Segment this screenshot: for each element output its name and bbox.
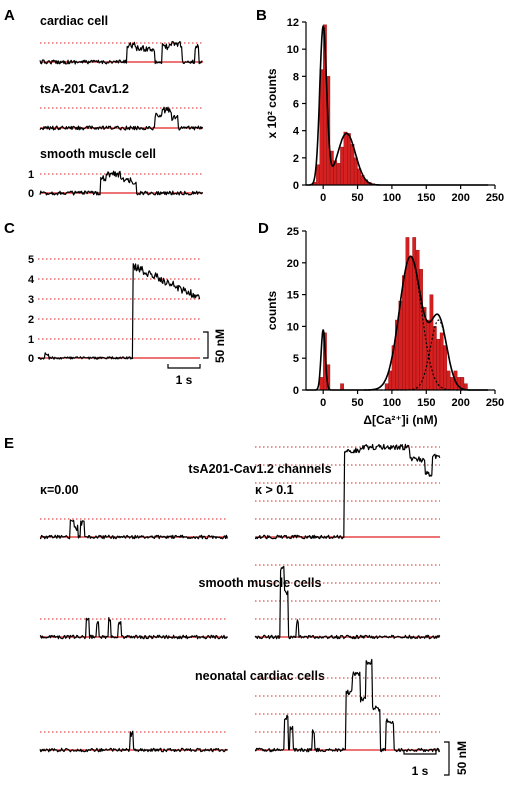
scalebar-x-label-e: 1 s — [412, 764, 429, 778]
trace-label-cardiac-cell: cardiac cell — [40, 14, 108, 28]
scalebar-y-label-e: 50 nM — [455, 741, 469, 775]
histogram-bar — [353, 157, 358, 186]
y-tick-label: 6 — [293, 99, 299, 111]
x-tick-label: 100 — [383, 192, 401, 204]
histogram-b: 0 50 100 150 200 250 0 2 4 6 8 10 12 x 10² counts — [265, 17, 504, 204]
panel-a-letter: A — [4, 7, 15, 24]
y-tick-label: 0 — [293, 180, 299, 192]
histogram-bar — [432, 326, 437, 391]
trace-kappa-low — [39, 730, 228, 753]
trace-kappa-high — [254, 566, 441, 640]
scalebar-y-e — [444, 741, 450, 776]
y-axis-label: x 10² counts — [265, 68, 279, 138]
histogram-bar — [439, 332, 444, 391]
histogram-bar — [408, 256, 413, 391]
group-label-tsa201: tsA201-Cav1.2 channels — [188, 462, 331, 476]
x-tick-label: 150 — [417, 397, 435, 409]
histogram-bar — [443, 345, 448, 391]
histogram-bar — [388, 370, 393, 391]
level-label-0: 0 — [28, 353, 34, 365]
level-label-1: 1 — [28, 169, 34, 181]
level-label-0: 0 — [28, 188, 34, 200]
trace-smooth-muscle-cell — [39, 170, 203, 196]
panel-a-traces — [39, 40, 203, 196]
histogram-bar — [350, 144, 355, 186]
scalebar-x-e — [403, 750, 437, 755]
scalebar-y — [203, 331, 209, 359]
trace-kappa-high — [254, 443, 441, 540]
panel-d-letter: D — [258, 220, 269, 237]
trace-tsa201-cav12 — [39, 106, 203, 131]
x-tick-label: 150 — [417, 192, 435, 204]
scalebar-x-label: 1 s — [176, 373, 193, 387]
level-label-2: 2 — [28, 314, 34, 326]
trace-kappa-high — [254, 658, 441, 753]
histogram-d: 0 50 100 150 200 250 0 5 10 15 20 25 counts Δ[Ca²⁺]i … — [265, 226, 504, 427]
trace-kappa-low — [39, 617, 228, 640]
y-tick-label: 5 — [293, 353, 299, 365]
x-tick-label: 100 — [383, 397, 401, 409]
level-label-4: 4 — [28, 274, 35, 286]
panel-e-letter: E — [4, 435, 14, 452]
x-tick-label: 50 — [351, 397, 363, 409]
panel-b-letter: B — [256, 7, 267, 24]
trace-label-smooth-muscle-cell: smooth muscle cell — [40, 147, 156, 161]
trace-label-tsa201-cav12: tsA-201 Cav1.2 — [40, 82, 129, 96]
histogram-bar — [336, 163, 341, 186]
y-tick-label: 25 — [287, 226, 299, 238]
panel-c-letter: C — [4, 220, 15, 237]
y-tick-label: 0 — [293, 385, 299, 397]
scalebar-y-label: 50 nM — [213, 329, 227, 363]
x-tick-label: 250 — [486, 192, 504, 204]
histogram-bar — [419, 269, 423, 391]
x-tick-label: 50 — [351, 192, 363, 204]
histogram-bar — [316, 164, 320, 186]
histogram-bar — [450, 377, 454, 391]
x-tick-label: 200 — [451, 397, 469, 409]
y-tick-label: 12 — [287, 17, 299, 29]
histogram-bar — [340, 383, 344, 391]
x-tick-label: 0 — [320, 397, 326, 409]
kappa-label-low: κ=0.00 — [40, 483, 79, 497]
group-label-neonatal-cardiac: neonatal cardiac cells — [195, 669, 325, 683]
histogram-bar — [446, 370, 451, 391]
panel-c-trace — [37, 258, 201, 360]
panel-e-traces — [39, 443, 441, 753]
histogram-bar — [347, 133, 351, 186]
histogram-bar — [340, 146, 344, 186]
scalebar-x — [167, 364, 201, 369]
y-tick-label: 8 — [293, 71, 299, 83]
histogram-bar — [384, 383, 389, 391]
histogram-bar — [402, 275, 406, 391]
trace-c — [37, 263, 201, 360]
level-label-5: 5 — [28, 254, 34, 266]
x-tick-label: 250 — [486, 397, 504, 409]
x-tick-label: 200 — [451, 192, 469, 204]
histogram-bar — [319, 377, 324, 391]
level-label-1: 1 — [28, 334, 34, 346]
trace-cardiac-cell — [39, 40, 203, 65]
y-tick-label: 20 — [287, 258, 299, 270]
y-tick-label: 15 — [287, 290, 299, 302]
x-axis-label: Δ[Ca²⁺]i (nM) — [363, 413, 437, 427]
fit-component-curve — [364, 255, 489, 391]
y-tick-label: 10 — [287, 321, 299, 333]
x-tick-label: 0 — [320, 192, 326, 204]
y-tick-label: 4 — [293, 126, 300, 138]
level-label-3: 3 — [28, 294, 34, 306]
histogram-bar — [343, 131, 348, 186]
y-tick-label: 10 — [287, 44, 299, 56]
y-tick-label: 2 — [293, 153, 299, 165]
kappa-label-high: κ > 0.1 — [255, 483, 294, 497]
trace-kappa-low — [39, 519, 228, 540]
y-axis-label: counts — [265, 291, 279, 331]
